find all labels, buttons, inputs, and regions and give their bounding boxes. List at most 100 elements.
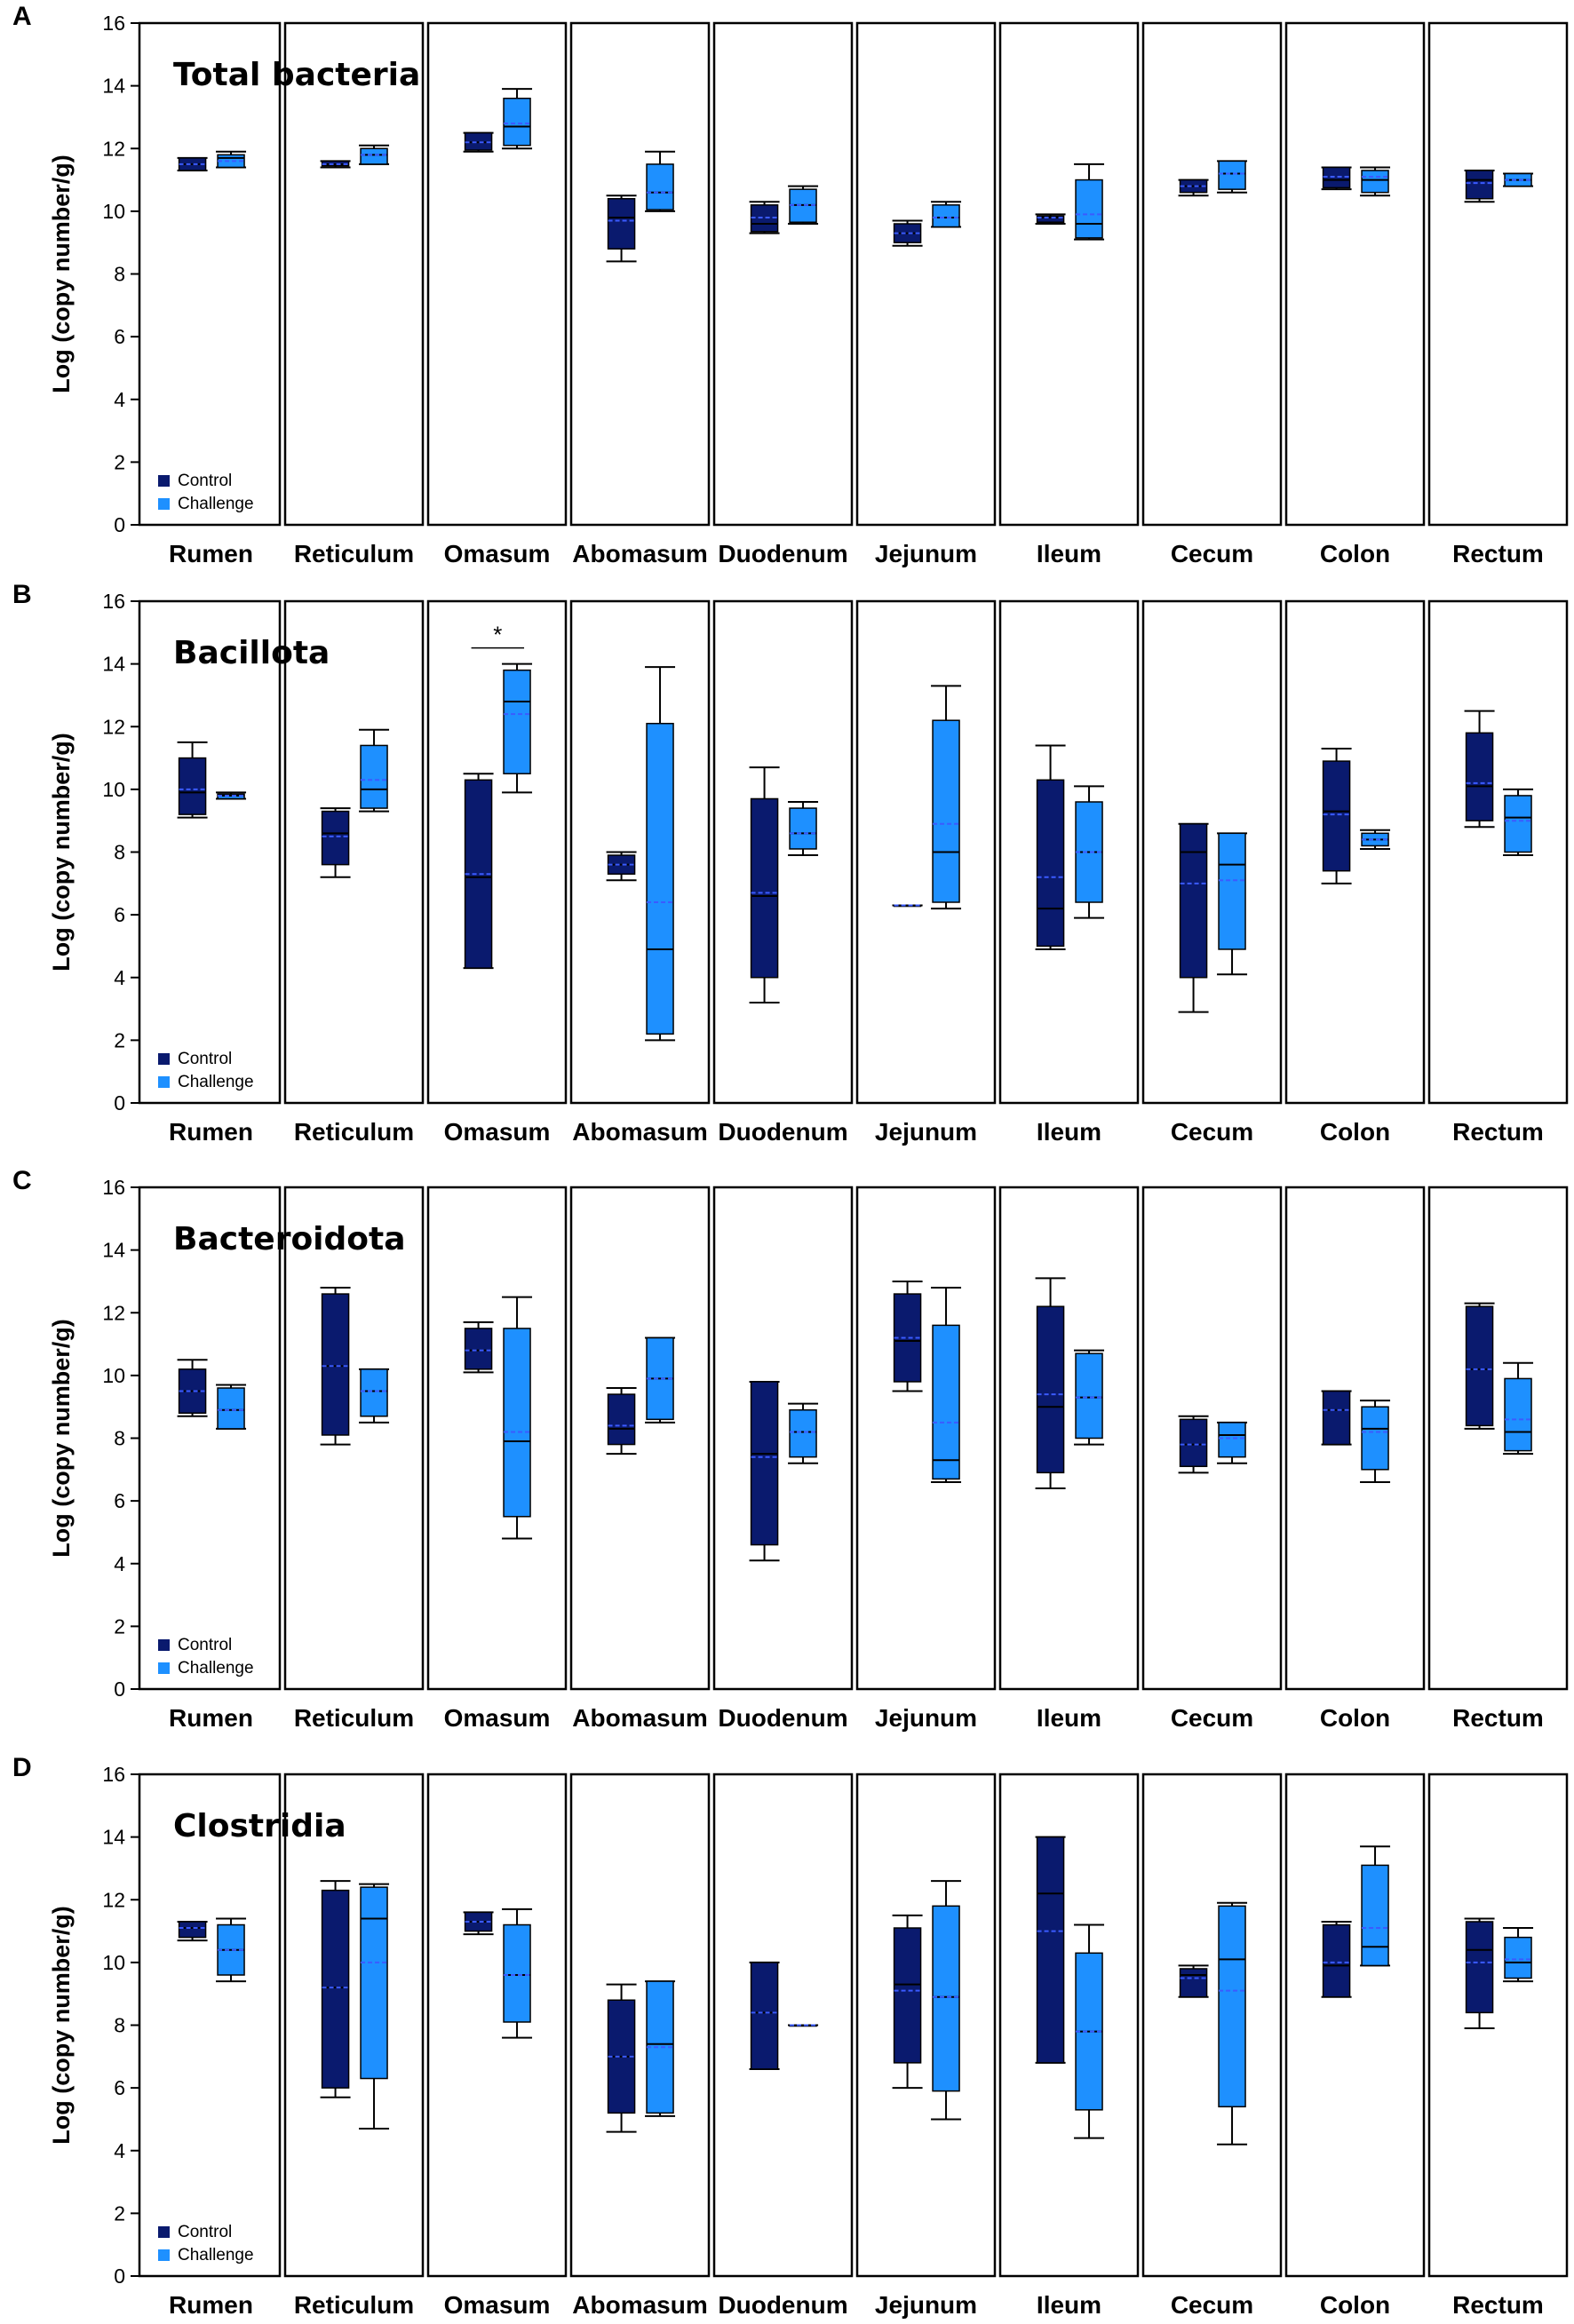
category-frame xyxy=(426,1186,568,1691)
iqr-box xyxy=(932,204,960,228)
legend-label-challenge: Challenge xyxy=(178,1073,254,1091)
category-frame xyxy=(283,1773,425,2278)
iqr-box xyxy=(321,810,350,866)
category-label: Rumen xyxy=(169,540,253,567)
iqr-box xyxy=(503,1328,531,1518)
legend: Control Challenge xyxy=(158,2223,254,2265)
box-control xyxy=(463,1911,494,1936)
y-tick-label: 8 xyxy=(114,1427,125,1450)
iqr-box xyxy=(321,1889,350,2089)
panel-letter: C xyxy=(12,1166,32,1195)
box-challenge xyxy=(216,1384,247,1430)
box-challenge xyxy=(1074,785,1105,919)
category-label: Rumen xyxy=(169,2291,253,2319)
panel-a: A Log (copy number/g) 0 2 4 6 8 10 12 14 16 Rumen Re… xyxy=(12,2,1569,567)
panel-letter: D xyxy=(12,1753,32,1782)
category-label: Duodenum xyxy=(718,1118,847,1146)
y-tick-label: 4 xyxy=(114,2139,125,2162)
iqr-box xyxy=(1036,1836,1065,2064)
iqr-box xyxy=(1036,779,1065,948)
iqr-box xyxy=(789,807,817,850)
category-label: Reticulum xyxy=(294,1118,414,1146)
y-tick-label: 6 xyxy=(114,2076,125,2099)
y-tick-label: 2 xyxy=(114,1614,125,1638)
category-label: Rectum xyxy=(1452,540,1544,567)
y-axis-label: Log (copy number/g) xyxy=(48,1319,75,1557)
iqr-box xyxy=(1322,1390,1351,1446)
legend-label-challenge: Challenge xyxy=(178,2246,254,2265)
category-label: Abomasum xyxy=(572,1118,707,1146)
box-control xyxy=(1464,710,1495,829)
category-frame xyxy=(569,1773,711,2278)
category-frame xyxy=(138,1773,282,2278)
box-challenge xyxy=(502,88,533,150)
iqr-box xyxy=(178,1921,207,1939)
iqr-box xyxy=(1218,832,1246,950)
iqr-box xyxy=(750,797,779,979)
iqr-box xyxy=(1179,1968,1208,1998)
box-control xyxy=(606,1387,637,1455)
y-axis-label: Log (copy number/g) xyxy=(48,733,75,971)
box-challenge xyxy=(645,666,676,1042)
y-tick-label: 16 xyxy=(102,1763,125,1786)
box-challenge xyxy=(1503,172,1534,187)
category-frame xyxy=(1141,21,1283,527)
iqr-box xyxy=(1465,1305,1494,1427)
panel-c: C Log (copy number/g) 0 2 4 6 8 10 12 14 16 Rumen Re… xyxy=(12,1166,1569,1732)
category-frame xyxy=(1427,599,1569,1105)
legend-swatch-control xyxy=(158,1053,170,1065)
y-tick-label: 6 xyxy=(114,325,125,348)
category-label: Rumen xyxy=(169,1118,253,1146)
y-axis-label: Log (copy number/g) xyxy=(48,1906,75,2144)
category-frame xyxy=(283,599,425,1105)
iqr-box xyxy=(646,163,674,210)
panels-container: A Log (copy number/g) 0 2 4 6 8 10 12 14 16 Rumen Re… xyxy=(12,2,1569,2319)
y-tick-label: 2 xyxy=(114,2201,125,2225)
box-control xyxy=(1035,1277,1066,1489)
iqr-box xyxy=(1179,822,1208,979)
y-tick-label: 4 xyxy=(114,966,125,989)
box-challenge xyxy=(359,144,390,165)
box-control xyxy=(1035,744,1066,950)
box-challenge xyxy=(502,1296,533,1540)
y-tick-label: 14 xyxy=(102,75,125,98)
y-tick-label: 0 xyxy=(114,2265,125,2288)
category-label: Cecum xyxy=(1171,540,1253,567)
legend: Control Challenge xyxy=(158,1050,254,1091)
box-challenge xyxy=(502,1908,533,2039)
category-frame xyxy=(426,1773,568,2278)
y-tick-label: 0 xyxy=(114,1678,125,1701)
category-label: Cecum xyxy=(1171,2291,1253,2319)
legend-label-control: Control xyxy=(178,2223,232,2241)
panel-title: Bacillota xyxy=(173,635,330,671)
significance-marker: * xyxy=(493,622,502,648)
category-label: Reticulum xyxy=(294,1704,414,1732)
iqr-box xyxy=(360,147,388,165)
box-control xyxy=(606,1983,637,2133)
y-tick-label: 10 xyxy=(102,1364,125,1387)
category-label: Abomasum xyxy=(572,540,707,567)
category-label: Duodenum xyxy=(718,540,847,567)
category-frame xyxy=(138,1186,282,1691)
category-frame xyxy=(283,1186,425,1691)
box-challenge xyxy=(1360,829,1391,850)
legend-label-control: Control xyxy=(178,1636,232,1654)
box-control xyxy=(463,1321,494,1374)
iqr-box xyxy=(503,669,531,774)
category-label: Ileum xyxy=(1037,540,1101,567)
iqr-box xyxy=(1361,1406,1389,1471)
iqr-box xyxy=(360,1886,388,2080)
iqr-box xyxy=(789,1408,817,1458)
panel-b: B Log (copy number/g) 0 2 4 6 8 10 12 14 16 Rumen Re… xyxy=(12,580,1569,1146)
y-tick-label: 14 xyxy=(102,1826,125,1849)
y-tick-label: 0 xyxy=(114,1091,125,1114)
category-label: Jejunum xyxy=(875,2291,977,2319)
box-control xyxy=(1321,747,1352,884)
box-control xyxy=(1321,1390,1352,1446)
y-tick-label: 16 xyxy=(102,590,125,613)
y-tick-label: 4 xyxy=(114,1552,125,1575)
iqr-box xyxy=(1218,1905,1246,2108)
box-control xyxy=(749,201,780,234)
category-frame xyxy=(1141,1773,1283,2278)
box-challenge xyxy=(931,1287,962,1483)
